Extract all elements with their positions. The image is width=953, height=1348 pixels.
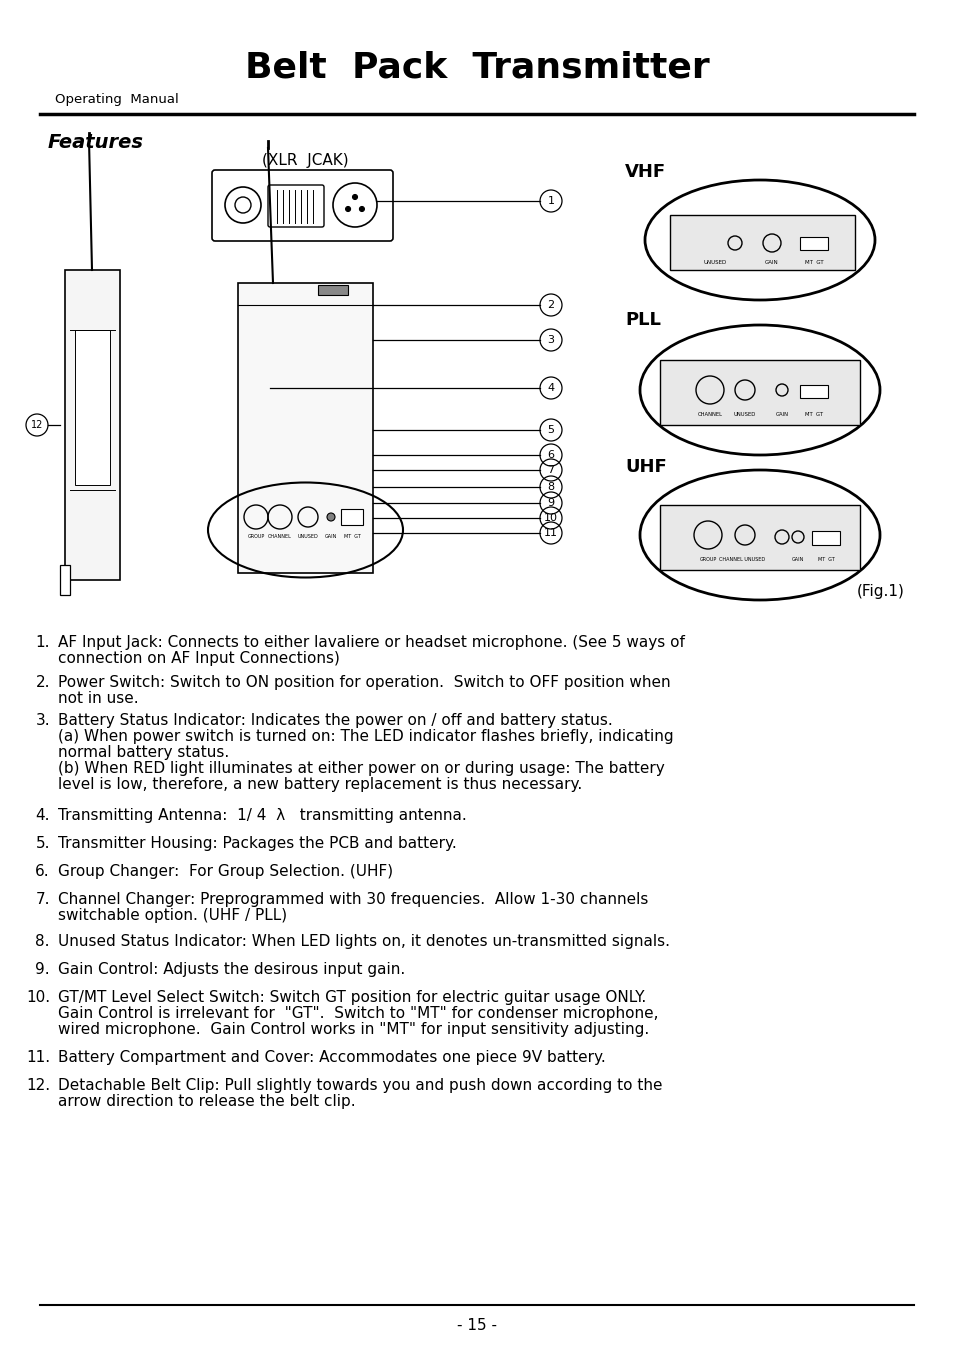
Text: 10: 10 xyxy=(543,514,558,523)
Text: level is low, therefore, a new battery replacement is thus necessary.: level is low, therefore, a new battery r… xyxy=(58,776,581,793)
Text: GAIN: GAIN xyxy=(775,412,788,418)
Text: 1: 1 xyxy=(547,195,554,206)
Bar xyxy=(811,531,840,545)
Ellipse shape xyxy=(639,325,879,456)
Text: 5.: 5. xyxy=(35,836,50,851)
Text: UHF: UHF xyxy=(624,458,666,476)
Text: switchable option. (UHF / PLL): switchable option. (UHF / PLL) xyxy=(58,909,287,923)
Text: Battery Status Indicator: Indicates the power on / off and battery status.: Battery Status Indicator: Indicates the … xyxy=(58,713,612,728)
Text: GT/MT Level Select Switch: Switch GT position for electric guitar usage ONLY.: GT/MT Level Select Switch: Switch GT pos… xyxy=(58,989,645,1006)
FancyBboxPatch shape xyxy=(212,170,393,241)
Text: Operating  Manual: Operating Manual xyxy=(55,93,178,106)
Text: AF Input Jack: Connects to either lavaliere or headset microphone. (See 5 ways o: AF Input Jack: Connects to either lavali… xyxy=(58,635,684,650)
Text: MT  GT: MT GT xyxy=(803,260,822,264)
Text: MT  GT: MT GT xyxy=(804,412,822,418)
Text: UNUSED: UNUSED xyxy=(733,412,756,418)
Ellipse shape xyxy=(644,181,874,301)
Text: normal battery status.: normal battery status. xyxy=(58,745,229,760)
Text: PLL: PLL xyxy=(624,311,660,329)
Text: Transmitting Antenna:  1/ 4  λ   transmitting antenna.: Transmitting Antenna: 1/ 4 λ transmittin… xyxy=(58,807,466,824)
Text: Belt  Pack  Transmitter: Belt Pack Transmitter xyxy=(244,51,709,85)
Circle shape xyxy=(352,194,357,200)
Text: - 15 -: - 15 - xyxy=(456,1317,497,1333)
Text: 3: 3 xyxy=(547,336,554,345)
Text: Battery Compartment and Cover: Accommodates one piece 9V battery.: Battery Compartment and Cover: Accommoda… xyxy=(58,1050,605,1065)
Bar xyxy=(60,565,70,594)
Circle shape xyxy=(327,514,335,520)
Text: 6: 6 xyxy=(547,450,554,460)
FancyBboxPatch shape xyxy=(268,185,324,226)
Bar xyxy=(669,214,854,270)
Ellipse shape xyxy=(639,470,879,600)
Text: 2.: 2. xyxy=(35,675,50,690)
Text: 7.: 7. xyxy=(35,892,50,907)
Text: CHANNEL: CHANNEL xyxy=(268,535,292,539)
Text: (XLR  JCAK): (XLR JCAK) xyxy=(261,152,348,167)
Text: Group Changer:  For Group Selection. (UHF): Group Changer: For Group Selection. (UHF… xyxy=(58,864,393,879)
Text: GROUP: GROUP xyxy=(247,535,264,539)
Text: arrow direction to release the belt clip.: arrow direction to release the belt clip… xyxy=(58,1095,355,1109)
Bar xyxy=(659,506,859,570)
Text: 11: 11 xyxy=(543,528,558,538)
Text: 12: 12 xyxy=(30,421,43,430)
Text: 2: 2 xyxy=(547,301,554,310)
Circle shape xyxy=(359,206,364,212)
Text: (b) When RED light illuminates at either power on or during usage: The battery: (b) When RED light illuminates at either… xyxy=(58,762,664,776)
Text: UNUSED: UNUSED xyxy=(702,260,726,264)
Text: Features: Features xyxy=(48,133,144,152)
Text: Gain Control is irrelevant for  "GT".  Switch to "MT" for condenser microphone,: Gain Control is irrelevant for "GT". Swi… xyxy=(58,1006,658,1020)
Text: 8.: 8. xyxy=(35,934,50,949)
Text: Transmitter Housing: Packages the PCB and battery.: Transmitter Housing: Packages the PCB an… xyxy=(58,836,456,851)
Text: 9.: 9. xyxy=(35,962,50,977)
Text: 5: 5 xyxy=(547,425,554,435)
Text: 11.: 11. xyxy=(26,1050,50,1065)
Bar xyxy=(340,510,363,524)
Text: Channel Changer: Preprogrammed with 30 frequencies.  Allow 1-30 channels: Channel Changer: Preprogrammed with 30 f… xyxy=(58,892,648,907)
Text: GAIN: GAIN xyxy=(791,558,803,562)
Text: 8: 8 xyxy=(547,483,554,492)
Text: 3.: 3. xyxy=(35,713,50,728)
Text: MT  GT: MT GT xyxy=(343,535,360,539)
Text: (a) When power switch is turned on: The LED indicator flashes briefly, indicatin: (a) When power switch is turned on: The … xyxy=(58,729,673,744)
Text: Unused Status Indicator: When LED lights on, it denotes un-transmitted signals.: Unused Status Indicator: When LED lights… xyxy=(58,934,669,949)
Text: GROUP: GROUP xyxy=(699,558,716,562)
Text: CHANNEL UNUSED: CHANNEL UNUSED xyxy=(719,558,764,562)
Text: not in use.: not in use. xyxy=(58,692,138,706)
Bar xyxy=(659,360,859,425)
Bar xyxy=(800,386,827,398)
Text: Detachable Belt Clip: Pull slightly towards you and push down according to the: Detachable Belt Clip: Pull slightly towa… xyxy=(58,1078,661,1093)
Bar xyxy=(75,330,110,485)
Text: GAIN: GAIN xyxy=(764,260,778,264)
Text: Power Switch: Switch to ON position for operation.  Switch to OFF position when: Power Switch: Switch to ON position for … xyxy=(58,675,670,690)
Text: GAIN: GAIN xyxy=(324,535,336,539)
Text: VHF: VHF xyxy=(624,163,665,181)
Text: 10.: 10. xyxy=(26,989,50,1006)
Text: (Fig.1): (Fig.1) xyxy=(856,585,904,600)
Text: 6.: 6. xyxy=(35,864,50,879)
Text: wired microphone.  Gain Control works in "MT" for input sensitivity adjusting.: wired microphone. Gain Control works in … xyxy=(58,1022,649,1037)
Text: CHANNEL: CHANNEL xyxy=(697,412,721,418)
Bar xyxy=(237,283,373,573)
Bar xyxy=(800,237,827,249)
Bar xyxy=(65,270,120,580)
Text: UNUSED: UNUSED xyxy=(297,535,318,539)
Text: 7: 7 xyxy=(547,465,554,474)
Text: 1.: 1. xyxy=(35,635,50,650)
Text: 12.: 12. xyxy=(26,1078,50,1093)
Text: 4.: 4. xyxy=(35,807,50,824)
Bar xyxy=(317,284,348,295)
Text: connection on AF Input Connections): connection on AF Input Connections) xyxy=(58,651,339,666)
Text: Gain Control: Adjusts the desirous input gain.: Gain Control: Adjusts the desirous input… xyxy=(58,962,405,977)
Text: MT  GT: MT GT xyxy=(817,558,834,562)
Text: 4: 4 xyxy=(547,383,554,394)
Text: 9: 9 xyxy=(547,497,554,508)
Circle shape xyxy=(345,206,350,212)
